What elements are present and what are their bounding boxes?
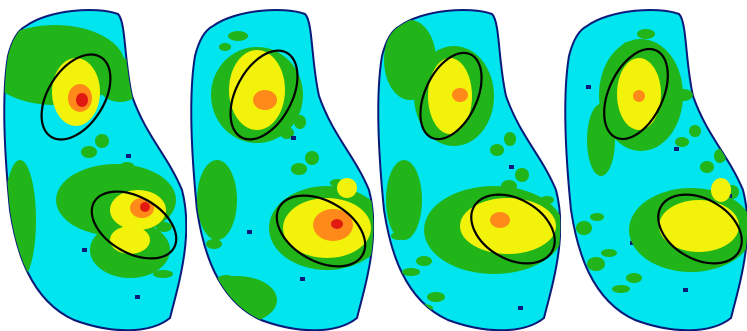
texture-speck <box>206 239 222 249</box>
intensity-blobs <box>384 20 561 312</box>
heatmap-figure <box>3 9 187 331</box>
texture-speck <box>576 221 592 235</box>
level-1-blob <box>197 276 277 324</box>
texture-speck <box>413 304 433 312</box>
texture-speck <box>228 31 248 41</box>
level-4-blob <box>331 219 343 229</box>
texture-speck <box>515 168 529 182</box>
level-1-blob <box>4 160 36 280</box>
texture-speck <box>203 287 223 295</box>
heatmap-figure <box>377 9 561 331</box>
heatmap-figure <box>564 9 747 331</box>
heatmap-figure <box>190 9 374 331</box>
low-speck <box>247 230 252 234</box>
level-1-blob <box>587 104 615 176</box>
texture-speck <box>689 125 701 137</box>
texture-speck <box>18 294 38 304</box>
level-2-blob <box>460 198 556 254</box>
low-speck <box>683 288 688 292</box>
texture-speck <box>612 285 630 293</box>
level-1-blob <box>384 20 436 100</box>
low-speck <box>509 165 514 169</box>
texture-speck <box>700 161 714 173</box>
texture-speck <box>626 273 642 283</box>
texture-speck <box>156 222 172 232</box>
level-1-blob <box>96 58 144 102</box>
texture-speck <box>291 163 307 175</box>
level-1-blob <box>386 160 422 240</box>
low-speck <box>674 147 679 151</box>
low-speck <box>586 85 591 89</box>
level-2-blob <box>229 50 285 130</box>
low-speck <box>135 295 140 299</box>
level-2-blob <box>337 178 357 198</box>
low-speck <box>353 74 358 78</box>
heatmap-panel-1 <box>0 0 187 331</box>
texture-speck <box>675 137 689 147</box>
texture-speck <box>416 256 432 266</box>
texture-speck <box>490 144 504 156</box>
level-2-blob <box>110 226 150 254</box>
low-speck <box>300 277 305 281</box>
heatmap-panel-4 <box>561 0 747 331</box>
level-4-blob <box>76 93 88 107</box>
level-1-blob <box>197 160 237 240</box>
texture-speck <box>81 146 97 158</box>
texture-speck <box>95 134 109 148</box>
low-speck <box>126 154 131 158</box>
texture-speck <box>587 257 605 271</box>
low-speck <box>291 136 296 140</box>
texture-speck <box>637 29 655 39</box>
texture-speck <box>153 270 173 278</box>
level-2-blob <box>711 178 731 202</box>
roi-ellipse-upper <box>419 51 483 141</box>
level-3-blob <box>253 90 277 110</box>
level-4-blob <box>140 202 150 212</box>
roi-ellipse-upper <box>603 47 669 141</box>
level-2-blob <box>659 200 739 252</box>
intensity-blobs <box>4 25 176 304</box>
texture-speck <box>427 292 445 302</box>
level-2-blob <box>428 58 472 134</box>
roi-ellipse-lower <box>657 193 743 265</box>
roi-ellipse-lower <box>275 194 367 268</box>
texture-speck <box>219 43 231 51</box>
roi-ellipse-upper <box>229 49 299 141</box>
low-speck <box>82 248 87 252</box>
level-3-blob <box>633 90 645 102</box>
roi-ellipse-lower <box>470 193 556 265</box>
texture-speck <box>590 213 604 221</box>
texture-speck <box>601 249 617 257</box>
heatmap-panel-2 <box>187 0 374 331</box>
texture-speck <box>714 149 726 163</box>
texture-speck <box>504 132 516 146</box>
texture-speck <box>305 151 319 165</box>
heatmap-panel-3 <box>374 0 561 331</box>
roi-ellipse-upper <box>40 53 112 141</box>
level-3-blob <box>490 212 510 228</box>
roi-ellipse-lower <box>90 190 178 260</box>
low-speck <box>518 306 523 310</box>
level-3-blob <box>452 88 468 102</box>
texture-speck <box>402 268 420 276</box>
